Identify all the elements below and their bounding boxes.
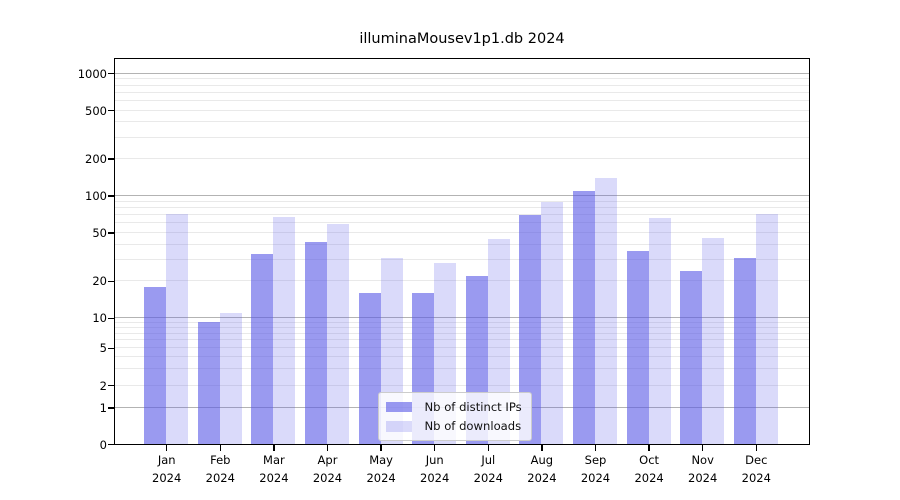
y-tick-label: 20 <box>92 274 107 289</box>
bar-may-ips <box>358 292 381 444</box>
y-tick <box>108 109 114 112</box>
x-tick <box>487 445 490 451</box>
minor-gridline <box>114 136 809 138</box>
y-tick <box>108 158 114 160</box>
bar-aug-ips <box>519 215 542 444</box>
plot-area: Nb of distinct IPs Nb of downloads <box>113 57 810 445</box>
bar-sep-downloads <box>595 178 617 444</box>
y-tick-label: 200 <box>85 152 107 167</box>
bar-oct-downloads <box>648 217 671 444</box>
x-tick-label: Dec 2024 <box>741 453 771 485</box>
bar-feb-ips <box>197 322 220 444</box>
y-tick-label: 5 <box>99 341 107 356</box>
x-tick <box>433 445 436 451</box>
y-tick-label: 10 <box>92 311 107 326</box>
x-tick-label: Nov 2024 <box>688 453 718 485</box>
chart-title: illuminaMousev1p1.db 2024 <box>359 31 565 47</box>
y-tick-label: 500 <box>85 103 107 118</box>
major-gridline <box>114 195 809 196</box>
major-gridline <box>114 72 809 74</box>
x-tick <box>273 445 275 451</box>
minor-gridline <box>114 84 809 86</box>
minor-gridline <box>114 206 809 208</box>
y-tick-label: 100 <box>85 189 107 203</box>
x-tick <box>594 445 597 451</box>
y-tick <box>108 317 114 320</box>
y-tick <box>108 384 114 387</box>
minor-gridline <box>114 222 809 224</box>
y-tick <box>108 195 114 197</box>
bar-aug-downloads <box>541 202 564 444</box>
x-tick-label: May 2024 <box>366 453 396 485</box>
bar-apr-ips <box>305 241 327 444</box>
x-tick <box>219 445 222 451</box>
legend-swatch-downloads <box>385 421 412 432</box>
legend-item: Nb of distinct IPs <box>385 397 522 417</box>
minor-gridline <box>114 200 809 202</box>
x-tick-label: Jul 2024 <box>473 453 503 485</box>
bar-nov-downloads <box>702 237 725 444</box>
x-tick-label: Jun 2024 <box>420 453 450 485</box>
y-tick <box>108 347 114 350</box>
y-tick <box>108 407 114 409</box>
legend-label: Nb of distinct IPs <box>424 399 522 414</box>
y-tick-label: 1 <box>99 401 107 415</box>
y-tick <box>108 280 114 283</box>
bar-sep-ips <box>573 191 595 444</box>
legend-swatch-ips <box>385 401 412 412</box>
x-tick <box>701 445 704 451</box>
x-tick-label: Apr 2024 <box>312 453 343 485</box>
bar-jan-downloads <box>166 213 189 444</box>
x-tick-label: Sep 2024 <box>580 453 611 485</box>
x-tick <box>326 445 329 451</box>
minor-gridline <box>114 213 809 215</box>
y-tick <box>108 72 114 75</box>
x-tick-label: Jan 2024 <box>152 453 182 485</box>
bar-mar-ips <box>251 254 274 444</box>
x-tick-label: Oct 2024 <box>634 453 664 485</box>
y-tick-label: 1000 <box>77 66 107 81</box>
y-tick-label: 0 <box>99 437 107 452</box>
legend-label: Nb of downloads <box>424 419 522 434</box>
bar-jan-ips <box>144 286 167 444</box>
bar-mar-downloads <box>273 216 296 444</box>
legend: Nb of distinct IPs Nb of downloads <box>377 392 532 441</box>
minor-gridline <box>114 78 809 80</box>
bar-dec-ips <box>733 257 756 444</box>
y-tick-label: 50 <box>92 225 107 240</box>
minor-gridline <box>114 109 809 111</box>
bar-dec-downloads <box>755 214 778 444</box>
y-tick <box>108 443 114 446</box>
bar-nov-ips <box>680 271 703 444</box>
minor-gridline <box>114 91 809 93</box>
y-tick <box>108 232 114 234</box>
x-tick <box>648 445 650 451</box>
y-tick-label: 2 <box>99 378 107 393</box>
bar-oct-ips <box>626 251 649 444</box>
minor-gridline <box>114 231 809 233</box>
minor-gridline <box>114 121 809 123</box>
bar-apr-downloads <box>327 224 349 444</box>
x-tick <box>165 445 168 451</box>
legend-item: Nb of downloads <box>385 417 522 437</box>
x-tick-label: Aug 2024 <box>527 453 557 485</box>
x-tick <box>755 445 758 451</box>
bar-feb-downloads <box>219 312 242 444</box>
x-tick <box>380 445 382 451</box>
minor-gridline <box>114 158 809 160</box>
minor-gridline <box>114 99 809 101</box>
x-tick <box>541 445 543 451</box>
x-tick-label: Feb 2024 <box>205 453 235 485</box>
x-tick-label: Mar 2024 <box>259 453 289 485</box>
